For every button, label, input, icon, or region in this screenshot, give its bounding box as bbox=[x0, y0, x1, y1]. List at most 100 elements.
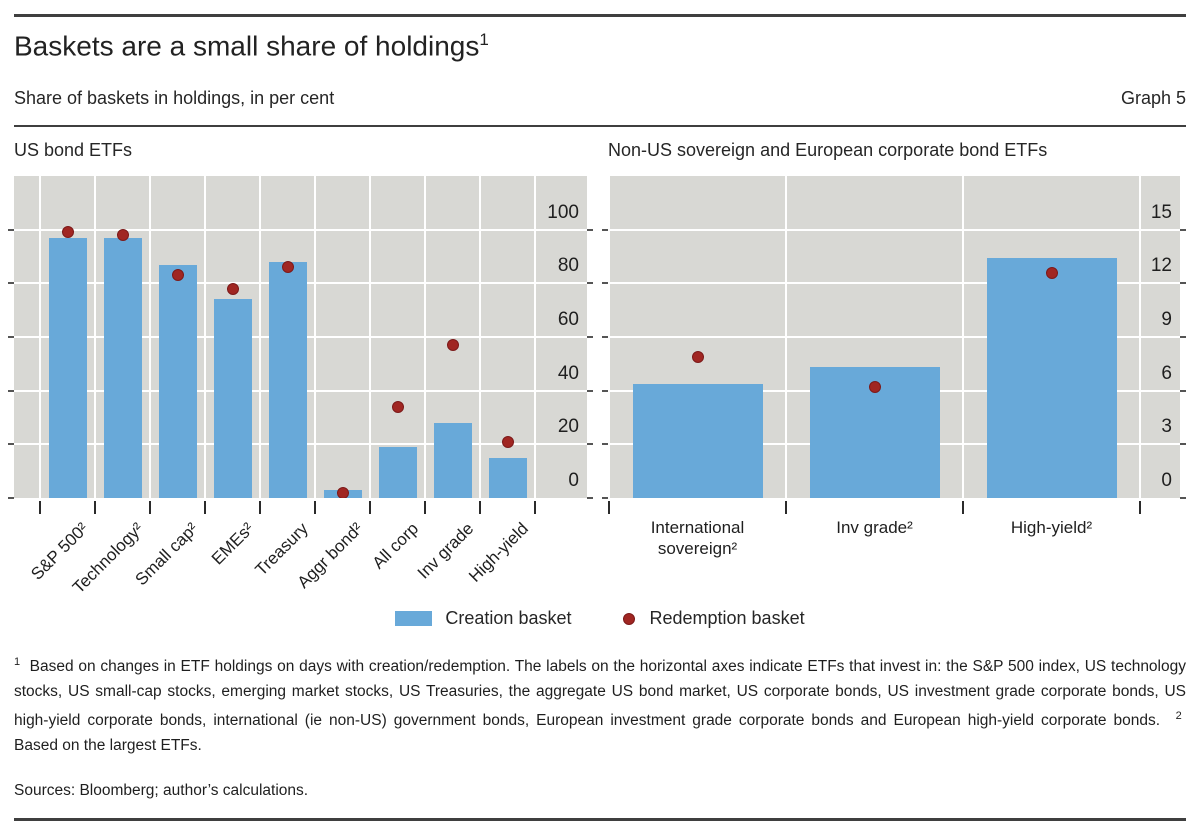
axis-edge-tick bbox=[8, 389, 14, 392]
axis-edge-tick bbox=[8, 282, 14, 285]
footnote-marker: 1 bbox=[14, 656, 21, 668]
creation-basket-bar bbox=[488, 457, 527, 498]
x-axis-tick bbox=[962, 501, 964, 514]
axis-edge-tick bbox=[587, 336, 593, 338]
creation-basket-label: Creation basket bbox=[445, 608, 572, 628]
y-tick-label: 15 bbox=[1150, 201, 1172, 223]
redemption-basket-dot bbox=[281, 261, 294, 274]
y-tick-label: 40 bbox=[557, 362, 579, 384]
x-axis-tick bbox=[39, 501, 41, 514]
axis-edge-tick bbox=[602, 443, 608, 446]
redemption-basket-dot bbox=[226, 282, 239, 295]
right-panel-title: Non-US sovereign and European corporate … bbox=[608, 140, 1048, 160]
top-divider bbox=[14, 14, 1186, 17]
x-category-label: EMEs² bbox=[207, 519, 257, 569]
subtitle-row: Share of baskets in holdings, in per cen… bbox=[14, 88, 1186, 109]
creation-basket-bar bbox=[268, 261, 307, 498]
x-category-label: Inv grade² bbox=[836, 518, 913, 537]
footnote-text: Based on the largest ETFs. bbox=[14, 712, 1186, 755]
x-axis-tick bbox=[479, 501, 481, 514]
axis-edge-tick bbox=[587, 497, 593, 499]
x-category-label: All corp bbox=[368, 519, 422, 573]
x-axis-tick bbox=[1139, 501, 1141, 514]
axis-edge-tick bbox=[1180, 497, 1186, 499]
redemption-basket-dot bbox=[1045, 266, 1058, 279]
y-tick-label: 20 bbox=[557, 416, 579, 438]
creation-basket-bar bbox=[48, 237, 87, 498]
x-axis-tick bbox=[314, 501, 316, 514]
redemption-basket-dot bbox=[868, 381, 881, 394]
y-tick-label: 12 bbox=[1150, 255, 1172, 277]
axis-edge-tick bbox=[587, 389, 593, 392]
y-tick-label: 6 bbox=[1161, 362, 1172, 384]
x-axis-tick bbox=[534, 501, 536, 514]
y-tick-label: 80 bbox=[557, 255, 579, 277]
axis-edge-tick bbox=[602, 336, 608, 338]
axis-edge-tick bbox=[8, 228, 14, 231]
axis-edge-tick bbox=[587, 443, 593, 446]
axis-edge-tick bbox=[1180, 282, 1186, 285]
figure-subtitle: Share of baskets in holdings, in per cen… bbox=[14, 88, 335, 108]
axis-edge-tick bbox=[587, 228, 593, 231]
figure-title: Baskets are a small share of holdings1 bbox=[14, 30, 489, 62]
axis-edge-tick bbox=[602, 389, 608, 392]
sources-line: Sources: Bloomberg; author’s calculation… bbox=[14, 782, 309, 799]
redemption-basket-dot bbox=[61, 226, 74, 239]
graph-number-label: Graph 5 bbox=[1120, 88, 1186, 108]
creation-basket-bar bbox=[103, 237, 142, 498]
redemption-basket-label: Redemption basket bbox=[649, 608, 805, 628]
x-axis-tick bbox=[259, 501, 261, 514]
axis-edge-tick bbox=[1180, 336, 1186, 338]
header-divider bbox=[14, 125, 1186, 127]
bottom-divider bbox=[14, 818, 1186, 821]
y-tick-label: 100 bbox=[547, 201, 579, 223]
gridline-horizontal bbox=[608, 282, 1180, 285]
creation-basket-bar bbox=[632, 383, 763, 498]
axis-edge-tick bbox=[1180, 228, 1186, 231]
axis-edge-tick bbox=[8, 497, 14, 499]
axis-edge-tick bbox=[8, 336, 14, 338]
figure-title-text: Baskets are a small share of holdings bbox=[14, 30, 480, 62]
x-category-label: International sovereign² bbox=[650, 518, 745, 558]
redemption-basket-dot bbox=[336, 486, 349, 498]
axis-edge-tick bbox=[1180, 389, 1186, 392]
y-tick-label: 9 bbox=[1161, 309, 1172, 330]
x-axis-tick bbox=[149, 501, 151, 514]
gridline-horizontal bbox=[14, 228, 587, 231]
footnote-text: Based on changes in ETF holdings on days… bbox=[14, 658, 1186, 730]
left-panel-title: US bond ETFs bbox=[14, 140, 133, 160]
x-axis-tick bbox=[204, 501, 206, 514]
y-tick-label: 0 bbox=[568, 470, 579, 491]
x-category-label: High-yield² bbox=[1010, 518, 1093, 537]
plot-background bbox=[14, 176, 587, 498]
y-tick-label: 0 bbox=[1161, 470, 1172, 491]
creation-basket-bar bbox=[986, 258, 1117, 498]
chart-panel-right: 0 3 6 9 12 15 bbox=[608, 176, 1180, 498]
redemption-basket-dot bbox=[391, 400, 404, 413]
x-axis-tick bbox=[94, 501, 96, 514]
axis-edge-tick bbox=[602, 497, 608, 499]
creation-basket-bar bbox=[433, 422, 472, 498]
footnote-marker: 2 bbox=[1175, 710, 1182, 723]
footnotes-paragraph: 1 Based on changes in ETF holdings on da… bbox=[14, 650, 1186, 758]
x-axis-tick bbox=[424, 501, 426, 514]
y-tick-label: 60 bbox=[557, 309, 579, 330]
x-axis-tick bbox=[369, 501, 371, 514]
plot-background bbox=[608, 176, 1180, 498]
redemption-basket-dot bbox=[691, 350, 704, 363]
redemption-basket-dot-icon bbox=[623, 612, 636, 625]
axis-edge-tick bbox=[8, 443, 14, 446]
creation-basket-swatch bbox=[395, 611, 433, 626]
axis-edge-tick bbox=[587, 282, 593, 285]
creation-basket-bar bbox=[378, 447, 417, 498]
redemption-basket-dot bbox=[116, 229, 129, 242]
y-tick-label: 3 bbox=[1161, 416, 1172, 438]
redemption-basket-dot bbox=[501, 435, 514, 448]
axis-edge-tick bbox=[602, 228, 608, 231]
axis-edge-tick bbox=[602, 282, 608, 285]
axis-edge-tick bbox=[1180, 443, 1186, 446]
gridline-horizontal bbox=[608, 336, 1180, 338]
chart-legend: Creation basket Redemption basket bbox=[0, 608, 1200, 629]
creation-basket-bar bbox=[213, 299, 252, 498]
